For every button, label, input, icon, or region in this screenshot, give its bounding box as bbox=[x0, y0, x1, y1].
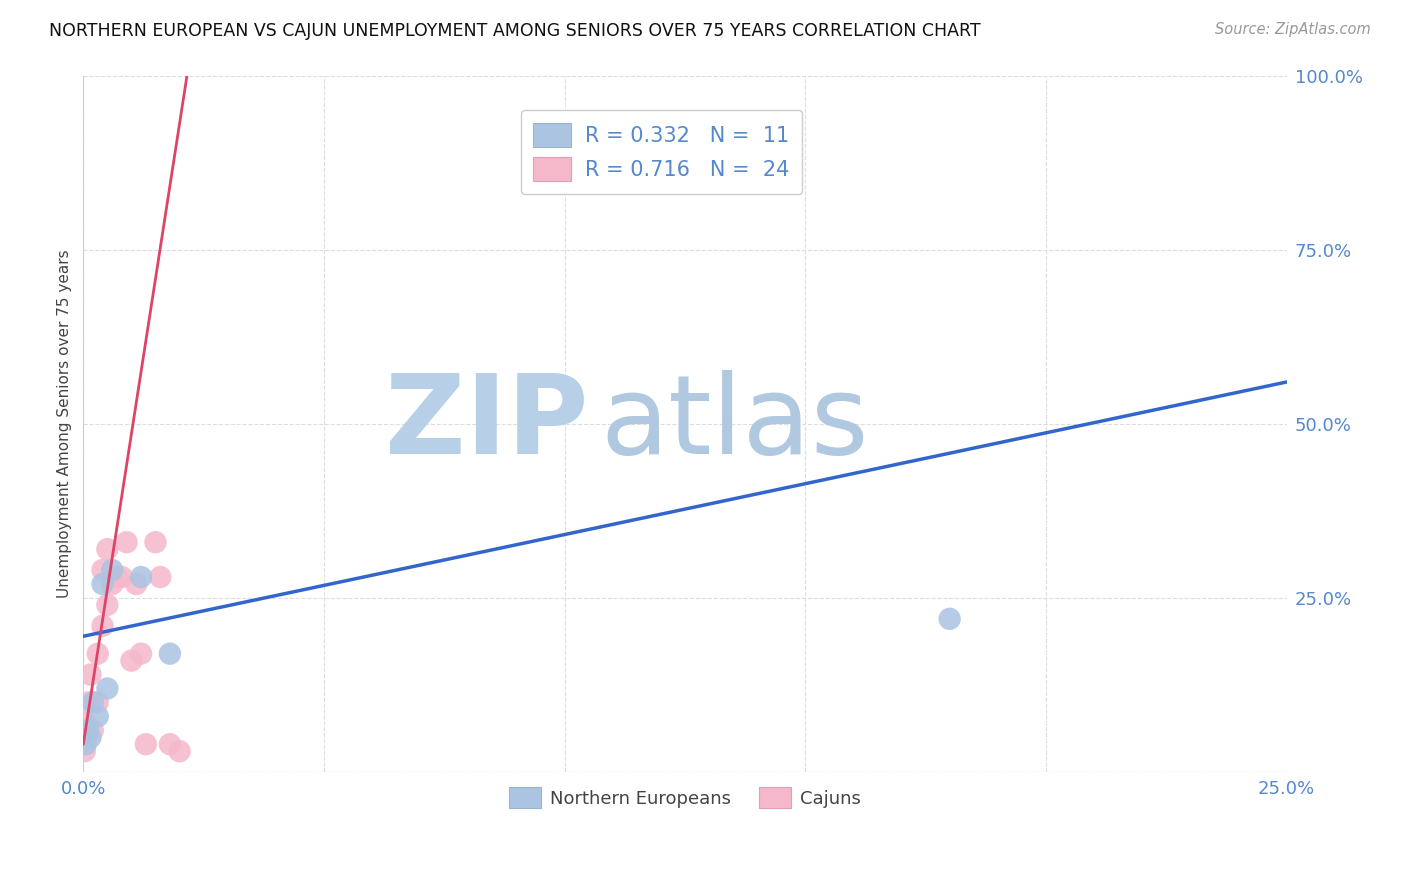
Point bbox=[77, 695, 100, 709]
Point bbox=[77, 723, 100, 738]
Point bbox=[82, 723, 104, 738]
Point bbox=[125, 577, 148, 591]
Point bbox=[135, 737, 157, 751]
Point bbox=[159, 647, 181, 661]
Point bbox=[82, 695, 104, 709]
Point bbox=[129, 570, 152, 584]
Text: Source: ZipAtlas.com: Source: ZipAtlas.com bbox=[1215, 22, 1371, 37]
Point bbox=[96, 681, 118, 696]
Point bbox=[77, 723, 100, 738]
Point bbox=[79, 667, 101, 681]
Point bbox=[73, 744, 96, 758]
Text: ZIP: ZIP bbox=[385, 370, 589, 477]
Point bbox=[120, 654, 142, 668]
Point bbox=[79, 731, 101, 745]
Point bbox=[938, 612, 960, 626]
Point bbox=[75, 737, 97, 751]
Text: atlas: atlas bbox=[600, 370, 869, 477]
Point bbox=[169, 744, 191, 758]
Point bbox=[101, 577, 124, 591]
Y-axis label: Unemployment Among Seniors over 75 years: Unemployment Among Seniors over 75 years bbox=[58, 250, 72, 599]
Point bbox=[111, 570, 134, 584]
Point bbox=[87, 647, 110, 661]
Point bbox=[159, 737, 181, 751]
Point bbox=[91, 577, 114, 591]
Point bbox=[75, 716, 97, 731]
Point bbox=[101, 563, 124, 577]
Point bbox=[87, 695, 110, 709]
Legend: Northern Europeans, Cajuns: Northern Europeans, Cajuns bbox=[502, 780, 868, 815]
Point bbox=[87, 709, 110, 723]
Point bbox=[105, 570, 128, 584]
Text: NORTHERN EUROPEAN VS CAJUN UNEMPLOYMENT AMONG SENIORS OVER 75 YEARS CORRELATION : NORTHERN EUROPEAN VS CAJUN UNEMPLOYMENT … bbox=[49, 22, 981, 40]
Point bbox=[115, 535, 138, 549]
Point bbox=[91, 619, 114, 633]
Point bbox=[149, 570, 172, 584]
Point bbox=[96, 598, 118, 612]
Point bbox=[91, 563, 114, 577]
Point bbox=[145, 535, 167, 549]
Point bbox=[129, 647, 152, 661]
Point bbox=[96, 542, 118, 557]
